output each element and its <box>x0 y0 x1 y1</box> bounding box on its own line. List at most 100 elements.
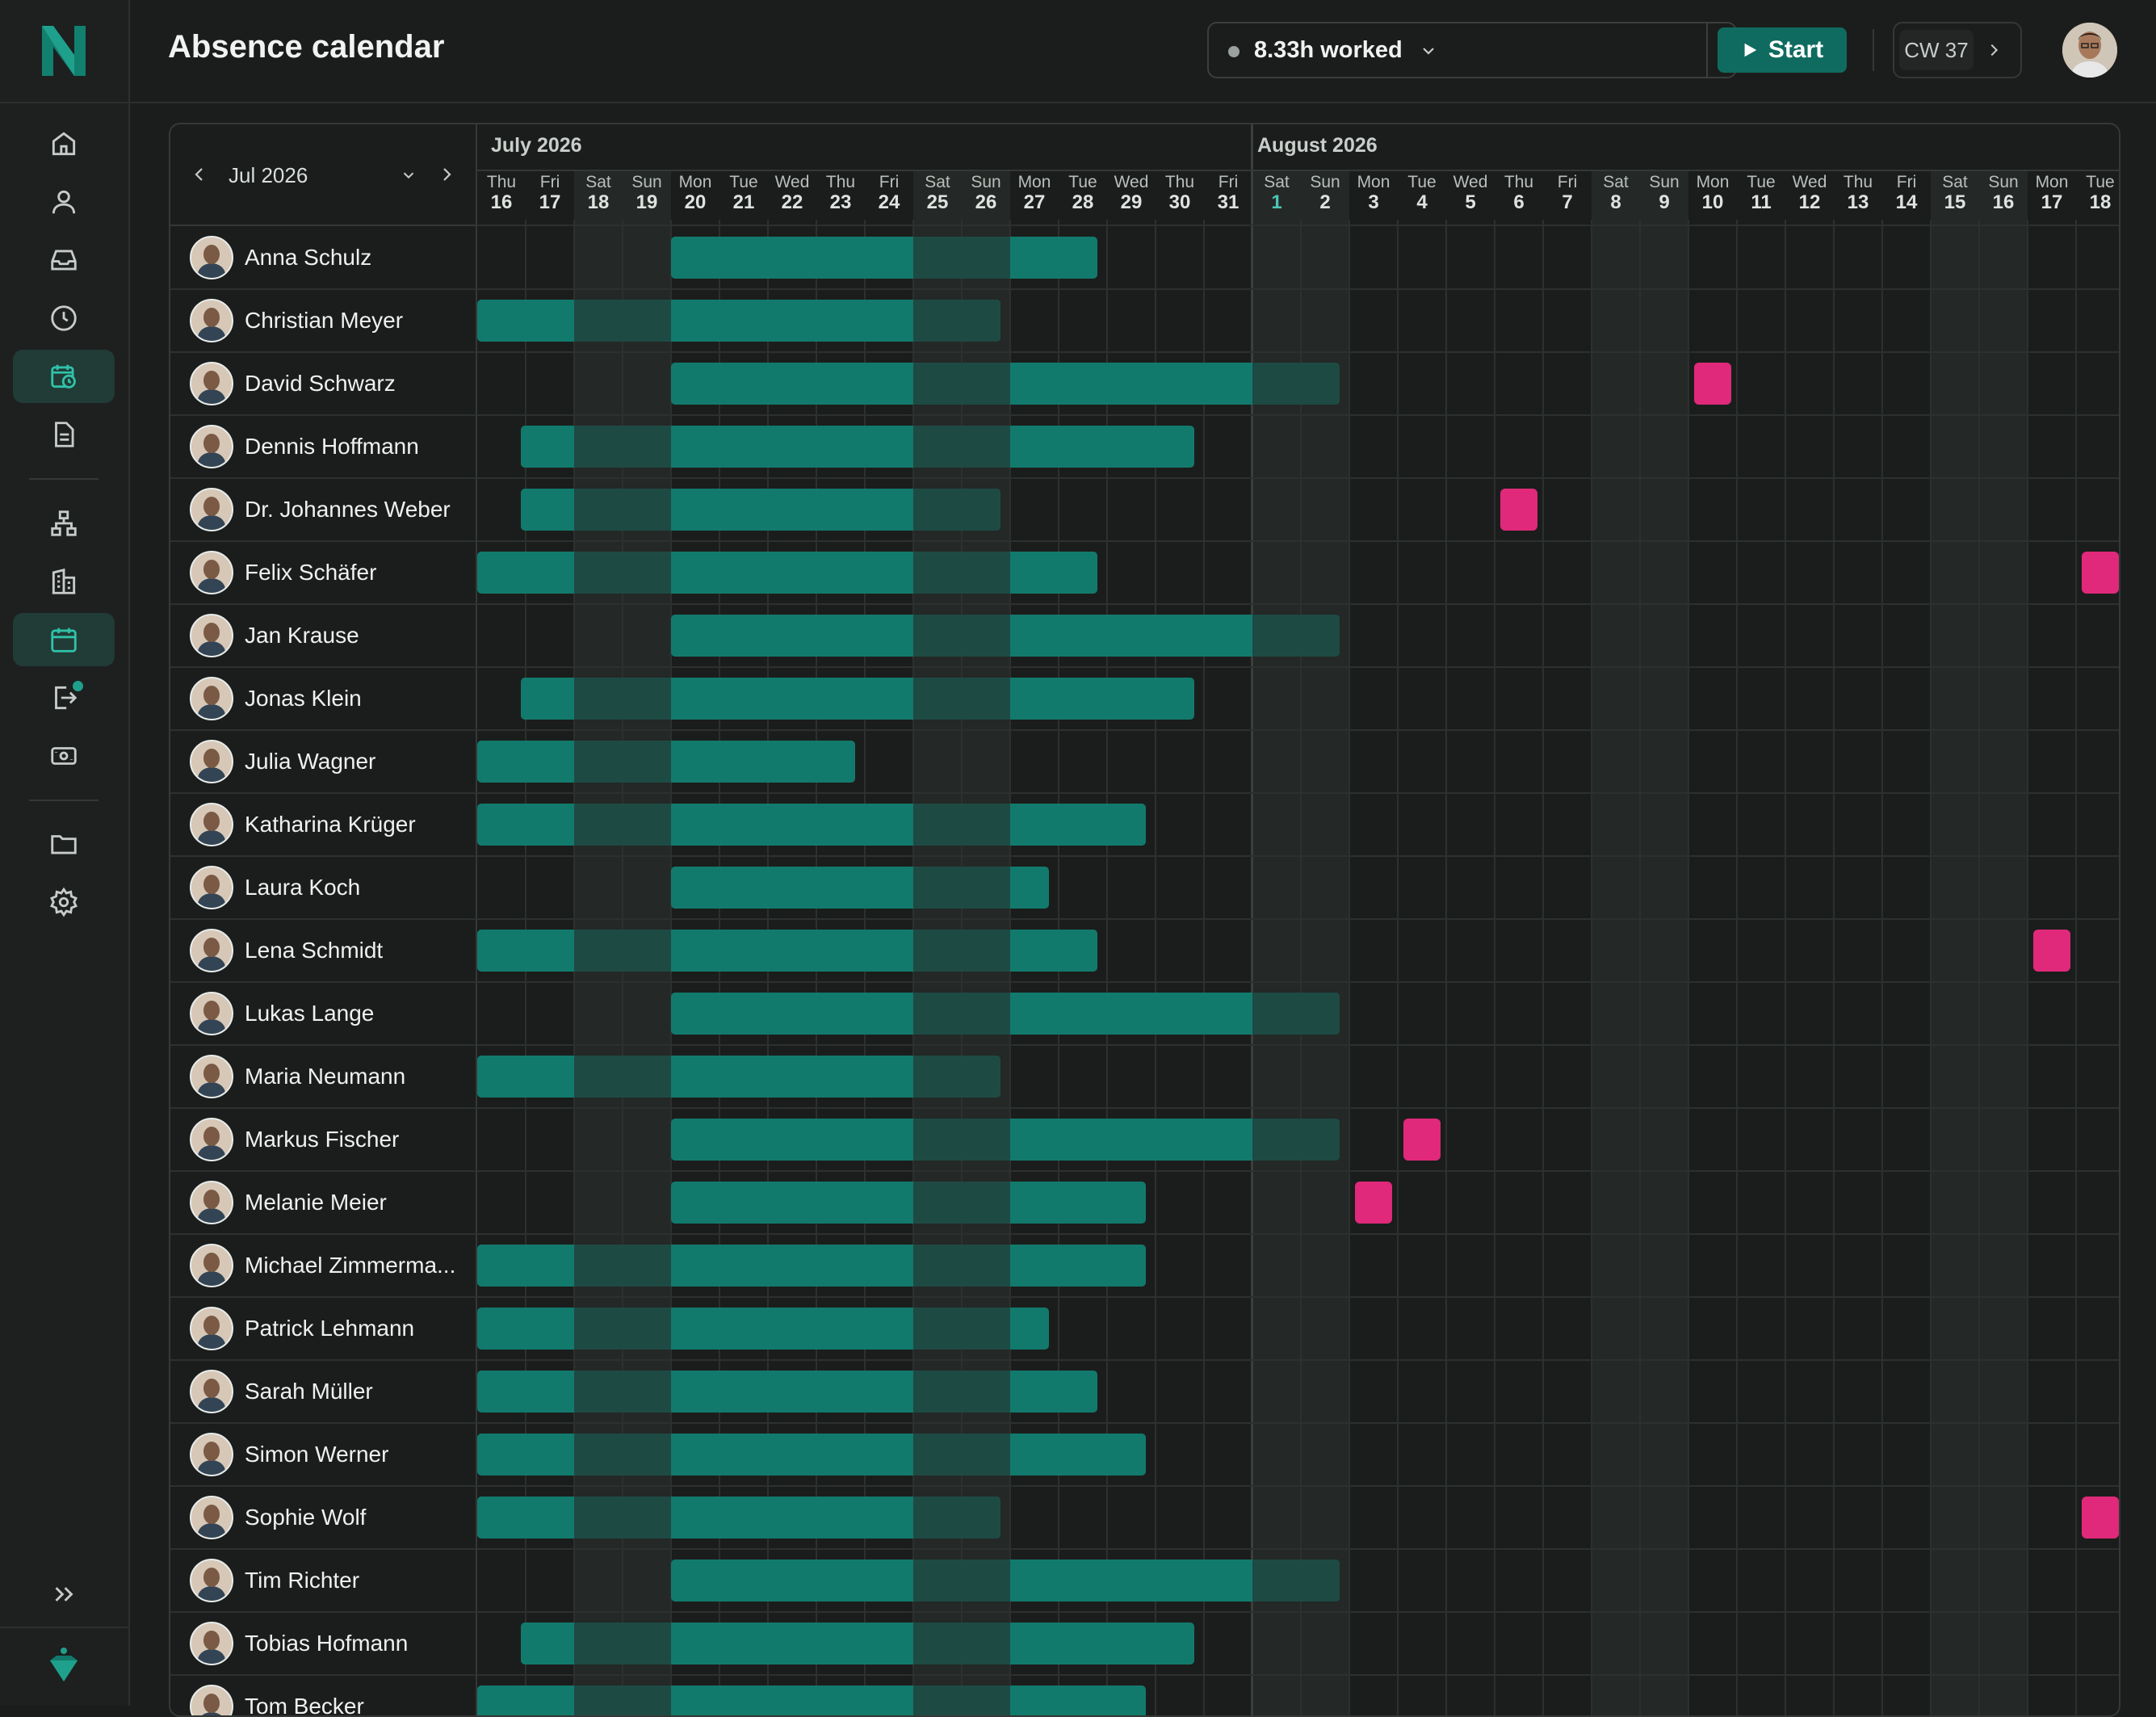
day-header[interactable]: Thu 16 <box>477 173 526 225</box>
employee-row[interactable]: Jan Krause <box>170 604 477 667</box>
employee-row[interactable]: Tobias Hofmann <box>170 1612 477 1675</box>
nav-org-chart[interactable] <box>13 497 115 550</box>
sick-day-marker[interactable] <box>1500 489 1537 531</box>
day-header[interactable]: Sat 15 <box>1931 173 1979 225</box>
sick-day-marker[interactable] <box>2082 1497 2119 1539</box>
sick-day-marker[interactable] <box>1694 363 1731 405</box>
employee-row[interactable]: Maria Neumann <box>170 1045 477 1108</box>
day-header[interactable]: Mon 10 <box>1688 173 1737 225</box>
day-header[interactable]: Sun 19 <box>623 173 671 225</box>
day-header[interactable]: Fri 7 <box>1543 173 1592 225</box>
day-header[interactable]: Thu 6 <box>1495 173 1543 225</box>
day-header[interactable]: Sat 1 <box>1252 173 1301 225</box>
vacation-weekend-segment <box>913 1434 962 1476</box>
day-header[interactable]: Tue 18 <box>2076 173 2119 225</box>
employee-row[interactable]: Anna Schulz <box>170 226 477 289</box>
nav-calendar[interactable] <box>13 613 115 666</box>
sick-day-marker[interactable] <box>2033 930 2070 972</box>
employee-row[interactable]: David Schwarz <box>170 352 477 415</box>
day-header[interactable]: Wed 5 <box>1446 173 1495 225</box>
employee-row[interactable]: Christian Meyer <box>170 289 477 352</box>
nav-settings[interactable] <box>13 875 115 929</box>
nav-company[interactable] <box>13 555 115 608</box>
vacation-bar[interactable] <box>671 1182 1146 1224</box>
chevron-down-icon[interactable] <box>400 166 417 184</box>
vacation-weekend-segment <box>1252 1119 1301 1161</box>
employee-row[interactable]: Tom Becker <box>170 1675 477 1715</box>
time-tracker-dropdown[interactable]: 8.33h worked <box>1207 22 1737 78</box>
sick-day-marker[interactable] <box>1355 1182 1392 1224</box>
employee-row[interactable]: Melanie Meier <box>170 1171 477 1234</box>
nav-requests[interactable] <box>13 671 115 724</box>
nav-documents[interactable] <box>13 408 115 461</box>
month-selector-label[interactable]: Jul 2026 <box>229 163 308 187</box>
employee-row[interactable]: Jonas Klein <box>170 667 477 730</box>
sick-day-marker[interactable] <box>2082 552 2119 594</box>
employee-row[interactable]: Sarah Müller <box>170 1360 477 1423</box>
employee-row[interactable]: Tim Richter <box>170 1549 477 1612</box>
vacation-weekend-segment <box>623 426 671 468</box>
expand-sidebar-icon[interactable] <box>48 1579 79 1610</box>
day-header[interactable]: Fri 17 <box>526 173 574 225</box>
sick-day-marker[interactable] <box>1403 1119 1441 1161</box>
employee-row[interactable]: Markus Fischer <box>170 1108 477 1171</box>
nav-inbox[interactable] <box>13 233 115 287</box>
day-header[interactable]: Thu 23 <box>816 173 865 225</box>
day-column-line <box>1445 220 1447 1715</box>
nav-home[interactable] <box>13 117 115 170</box>
app-logo[interactable] <box>37 19 90 81</box>
chevron-left-icon[interactable] <box>190 165 209 184</box>
chevron-right-icon[interactable] <box>1985 41 2003 59</box>
day-header[interactable]: Sat 25 <box>913 173 962 225</box>
row-line <box>170 477 2119 479</box>
day-header[interactable]: Wed 22 <box>768 173 816 225</box>
day-header[interactable]: Sun 26 <box>962 173 1010 225</box>
employee-row[interactable]: Dennis Hoffmann <box>170 415 477 478</box>
day-header[interactable]: Mon 3 <box>1349 173 1398 225</box>
day-header[interactable]: Fri 14 <box>1882 173 1931 225</box>
employee-row[interactable]: Michael Zimmerma... <box>170 1234 477 1297</box>
day-header[interactable]: Mon 17 <box>2028 173 2076 225</box>
day-header[interactable]: Mon 27 <box>1010 173 1059 225</box>
user-avatar[interactable] <box>2062 23 2117 78</box>
nav-people[interactable] <box>13 175 115 229</box>
day-header[interactable]: Sun 2 <box>1301 173 1349 225</box>
day-header[interactable]: Thu 30 <box>1156 173 1204 225</box>
employee-row[interactable]: Simon Werner <box>170 1423 477 1486</box>
nav-files[interactable] <box>13 817 115 871</box>
employee-row[interactable]: Patrick Lehmann <box>170 1297 477 1360</box>
nav-time[interactable] <box>13 292 115 345</box>
start-button[interactable]: Start <box>1718 27 1847 73</box>
nav-absence-calendar[interactable] <box>13 350 115 403</box>
employee-row[interactable]: Lukas Lange <box>170 982 477 1045</box>
day-header[interactable]: Sat 18 <box>574 173 623 225</box>
day-column-line <box>1397 220 1399 1715</box>
employee-row[interactable]: Katharina Krüger <box>170 793 477 856</box>
chevron-right-icon[interactable] <box>437 165 456 184</box>
gem-icon[interactable] <box>45 1646 82 1686</box>
employee-row[interactable]: Sophie Wolf <box>170 1486 477 1549</box>
employee-row[interactable]: Felix Schäfer <box>170 541 477 604</box>
employee-row[interactable]: Laura Koch <box>170 856 477 919</box>
day-header[interactable]: Tue 11 <box>1737 173 1785 225</box>
nav-payroll[interactable] <box>13 729 115 783</box>
vacation-weekend-segment <box>962 552 1010 594</box>
day-header[interactable]: Thu 13 <box>1834 173 1882 225</box>
day-header[interactable]: Fri 24 <box>865 173 913 225</box>
avatar <box>190 929 233 972</box>
employee-row[interactable]: Lena Schmidt <box>170 919 477 982</box>
day-header[interactable]: Wed 29 <box>1107 173 1156 225</box>
day-header[interactable]: Sun 9 <box>1640 173 1688 225</box>
day-header[interactable]: Sat 8 <box>1592 173 1640 225</box>
employee-row[interactable]: Dr. Johannes Weber <box>170 478 477 541</box>
day-header[interactable]: Sun 16 <box>1979 173 2028 225</box>
day-header[interactable]: Tue 4 <box>1398 173 1446 225</box>
employee-row[interactable]: Julia Wagner <box>170 730 477 793</box>
calendar-week-selector[interactable]: CW 37 <box>1893 22 2022 78</box>
day-header[interactable]: Wed 12 <box>1785 173 1834 225</box>
day-header[interactable]: Tue 21 <box>719 173 768 225</box>
day-header[interactable]: Mon 20 <box>671 173 719 225</box>
vacation-bar[interactable] <box>671 237 1097 279</box>
day-header[interactable]: Fri 31 <box>1204 173 1252 225</box>
day-header[interactable]: Tue 28 <box>1059 173 1107 225</box>
